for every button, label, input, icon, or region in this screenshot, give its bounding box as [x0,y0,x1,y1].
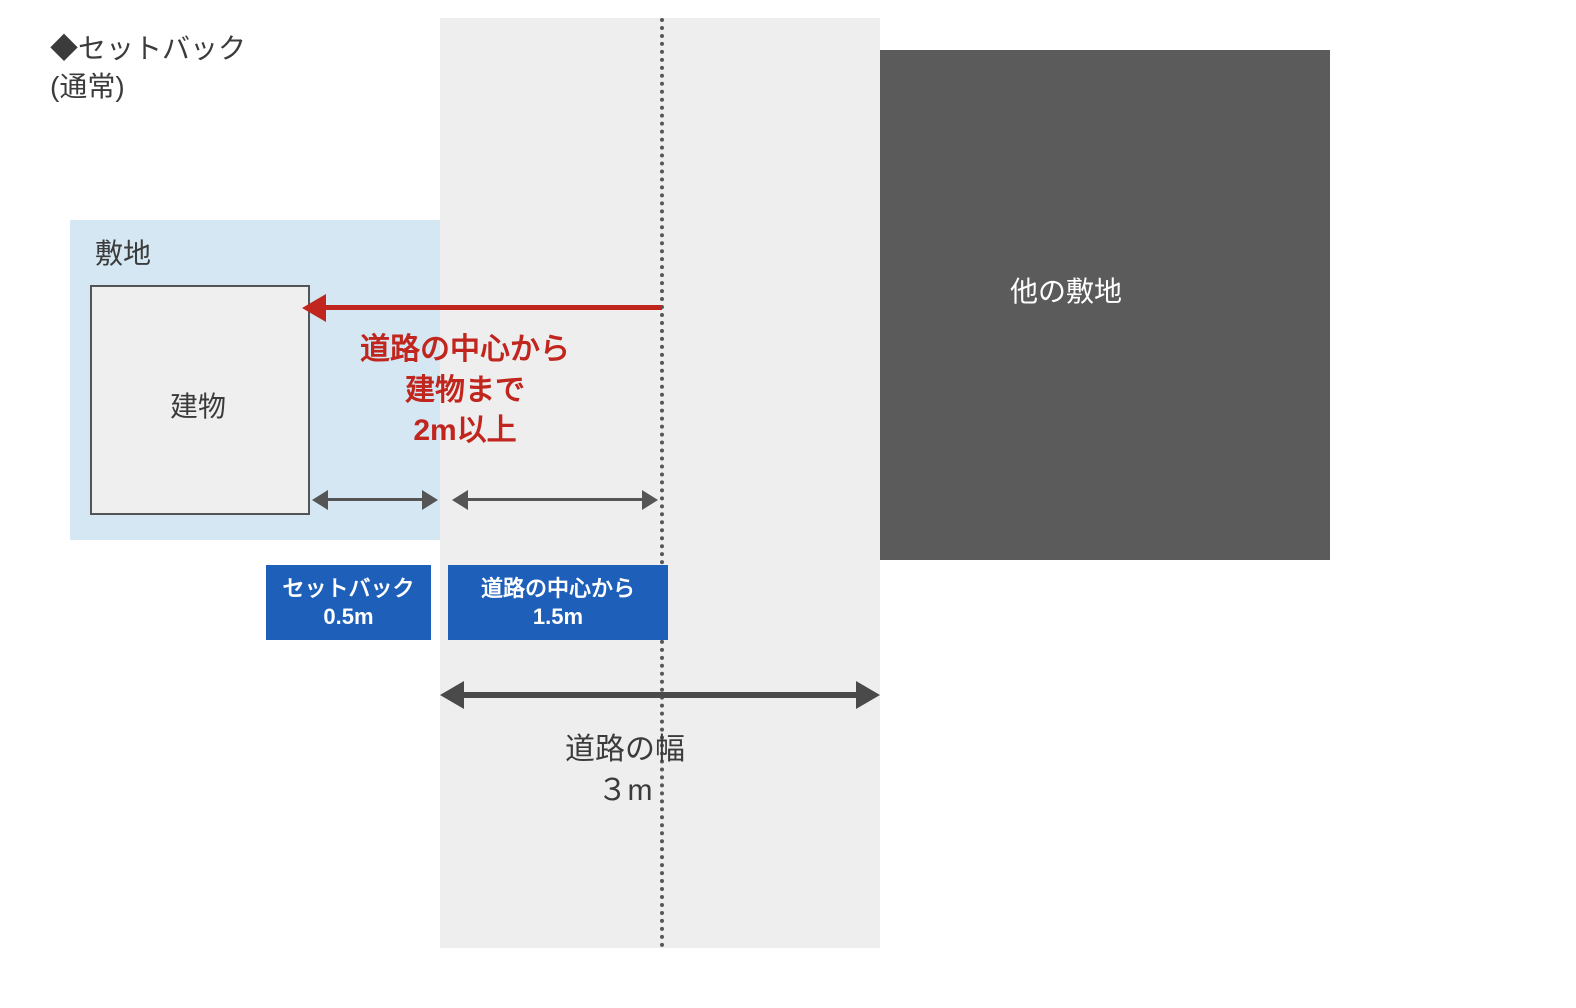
other-site-label: 他の敷地 [1010,270,1122,310]
red-callout-l2: 建物まで [405,374,525,407]
setback-label-pill: セットバック 0.5m [266,565,431,640]
arrow-right-icon [642,490,658,510]
diagram-title: ◆セットバック (通常) [50,30,246,106]
arrow-right-icon [422,490,438,510]
half-road-dimension-arrow [452,498,658,501]
title-line2: (通常) [50,71,125,102]
half-road-label-pill: 道路の中心から 1.5m [448,565,668,640]
diagram-stage: 敷地 建物 他の敷地 ◆セットバック (通常) 道路の中心から 建物まで 2m以… [0,0,1576,1008]
arrow-shaft [466,498,644,501]
setback-dimension-arrow [312,498,438,501]
road-width-dimension-arrow [440,692,880,698]
half-road-l2: 1.5m [533,604,583,629]
site-label: 敷地 [95,232,151,272]
red-callout-l1: 道路の中心から [360,333,570,366]
arrow-shaft [326,498,424,501]
setback-l2: 0.5m [323,604,373,629]
setback-l1: セットバック [282,576,414,601]
arrow-left-icon [440,681,464,709]
road-width-l2: ３m [598,774,653,807]
red-arrow-shaft [312,305,662,310]
arrow-right-icon [856,681,880,709]
red-arrow-head [302,294,326,322]
road-width-label: 道路の幅 ３m [565,730,685,811]
red-callout-label: 道路の中心から 建物まで 2m以上 [360,330,570,452]
building-label: 建物 [170,385,226,425]
red-callout-l3: 2m以上 [413,414,516,447]
road-width-l1: 道路の幅 [565,733,685,766]
arrow-shaft [462,692,858,698]
half-road-l1: 道路の中心から [481,576,635,601]
title-line1: ◆セットバック [50,33,246,64]
